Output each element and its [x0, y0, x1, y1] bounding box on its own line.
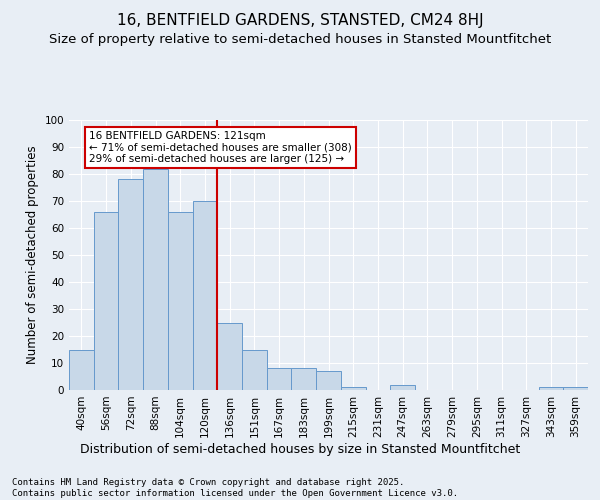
- Bar: [118, 180, 143, 390]
- Y-axis label: Number of semi-detached properties: Number of semi-detached properties: [26, 146, 39, 364]
- Bar: [193, 201, 217, 390]
- Text: Contains HM Land Registry data © Crown copyright and database right 2025.
Contai: Contains HM Land Registry data © Crown c…: [12, 478, 458, 498]
- Bar: [168, 212, 193, 390]
- Bar: [316, 371, 341, 390]
- Text: 16, BENTFIELD GARDENS, STANSTED, CM24 8HJ: 16, BENTFIELD GARDENS, STANSTED, CM24 8H…: [116, 12, 484, 28]
- Bar: [69, 350, 94, 390]
- Bar: [267, 368, 292, 390]
- Bar: [563, 388, 588, 390]
- Bar: [539, 388, 563, 390]
- Bar: [242, 350, 267, 390]
- Bar: [390, 384, 415, 390]
- Text: 16 BENTFIELD GARDENS: 121sqm
← 71% of semi-detached houses are smaller (308)
29%: 16 BENTFIELD GARDENS: 121sqm ← 71% of se…: [89, 131, 352, 164]
- Bar: [217, 322, 242, 390]
- Bar: [341, 388, 365, 390]
- Text: Distribution of semi-detached houses by size in Stansted Mountfitchet: Distribution of semi-detached houses by …: [80, 442, 520, 456]
- Bar: [143, 168, 168, 390]
- Text: Size of property relative to semi-detached houses in Stansted Mountfitchet: Size of property relative to semi-detach…: [49, 32, 551, 46]
- Bar: [292, 368, 316, 390]
- Bar: [94, 212, 118, 390]
